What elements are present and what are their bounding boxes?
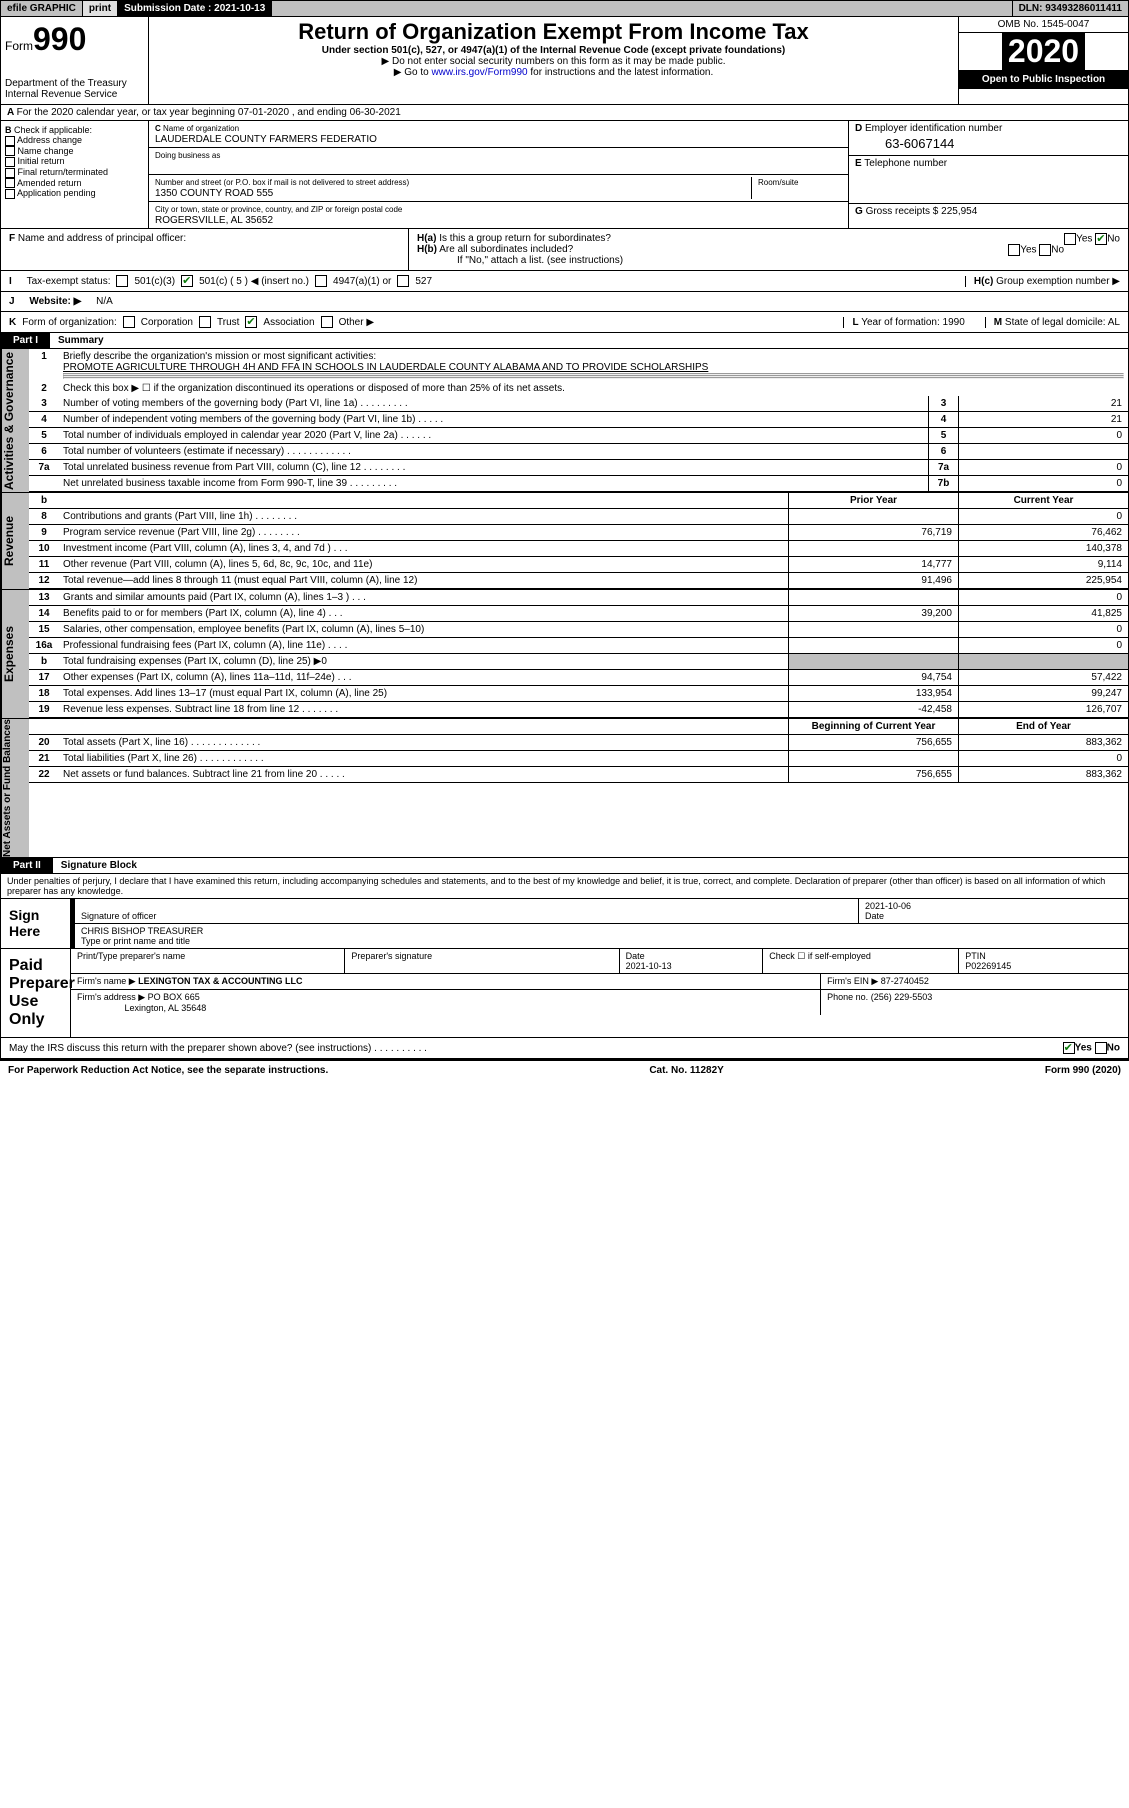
omb-number: OMB No. 1545-0047 xyxy=(959,17,1128,33)
preparer-date: 2021-10-13 xyxy=(626,961,672,971)
firm-phone: (256) 229-5503 xyxy=(871,992,933,1002)
print-button[interactable]: print xyxy=(83,1,118,16)
section-c: C Name of organization LAUDERDALE COUNTY… xyxy=(149,121,848,228)
firm-name: LEXINGTON TAX & ACCOUNTING LLC xyxy=(138,976,302,986)
state-domicile: M State of legal domicile: AL xyxy=(985,317,1120,328)
firm-address: Lexington, AL 35648 xyxy=(125,1003,207,1013)
section-deg: D Employer identification number 63-6067… xyxy=(848,121,1128,228)
section-klm: K Form of organization: Corporation Trus… xyxy=(0,312,1129,333)
penalty-statement: Under penalties of perjury, I declare th… xyxy=(0,874,1129,899)
part-ii-header: Part II Signature Block xyxy=(0,858,1129,874)
section-a: A For the 2020 calendar year, or tax yea… xyxy=(0,105,1129,121)
website: N/A xyxy=(96,296,113,307)
firm-ein: 87-2740452 xyxy=(881,976,929,986)
submission-date: Submission Date : 2021-10-13 xyxy=(118,1,272,16)
org-city: ROGERSVILLE, AL 35652 xyxy=(155,215,273,226)
discuss-row: May the IRS discuss this return with the… xyxy=(0,1038,1129,1059)
org-name: LAUDERDALE COUNTY FARMERS FEDERATIO xyxy=(155,134,377,145)
sign-here-block: Sign Here Signature of officer 2021-10-0… xyxy=(0,899,1129,949)
ptin: P02269145 xyxy=(965,961,1011,971)
activities-governance: Activities & Governance 1 Briefly descri… xyxy=(0,349,1129,493)
page-footer: For Paperwork Reduction Act Notice, see … xyxy=(0,1061,1129,1080)
efile-label: efile GRAPHIC xyxy=(1,1,83,16)
section-fh: F Name and address of principal officer:… xyxy=(0,229,1129,271)
dln: DLN: 93493286011411 xyxy=(1013,1,1128,16)
section-b: B Check if applicable: Address change Na… xyxy=(1,121,149,228)
top-bar: efile GRAPHIC print Submission Date : 20… xyxy=(0,0,1129,17)
tax-year: 2020 xyxy=(1002,33,1085,70)
form-header: Form990 Department of the Treasury Inter… xyxy=(0,17,1129,105)
section-j: J Website: ▶ N/A xyxy=(0,292,1129,312)
instructions-link[interactable]: www.irs.gov/Form990 xyxy=(431,67,527,78)
section-i: I Tax-exempt status: 501(c)(3) 501(c) ( … xyxy=(0,271,1129,292)
org-street: 1350 COUNTY ROAD 555 xyxy=(155,188,273,199)
form-number: Form990 xyxy=(5,21,144,58)
dept-treasury: Department of the Treasury Internal Reve… xyxy=(5,78,144,100)
officer-name: CHRIS BISHOP TREASURER xyxy=(81,926,203,936)
revenue-section: Revenue b Prior Year Current Year 8Contr… xyxy=(0,493,1129,590)
part-i-header: Part I Summary xyxy=(0,333,1129,349)
net-assets-section: Net Assets or Fund Balances Beginning of… xyxy=(0,719,1129,858)
mission: PROMOTE AGRICULTURE THROUGH 4H AND FFA I… xyxy=(63,362,708,373)
open-to-public: Open to Public Inspection xyxy=(959,70,1128,89)
officer-sig-date: 2021-10-06 xyxy=(865,901,911,911)
paid-preparer-block: Paid Preparer Use Only Print/Type prepar… xyxy=(0,949,1129,1038)
section-bcde: B Check if applicable: Address change Na… xyxy=(0,121,1129,229)
gross-receipts: 225,954 xyxy=(941,206,977,217)
ein: 63-6067144 xyxy=(855,134,1122,153)
form-title: Return of Organization Exempt From Incom… xyxy=(155,19,952,45)
year-formation: L Year of formation: 1990 xyxy=(843,317,964,328)
expenses-section: Expenses 13Grants and similar amounts pa… xyxy=(0,590,1129,719)
